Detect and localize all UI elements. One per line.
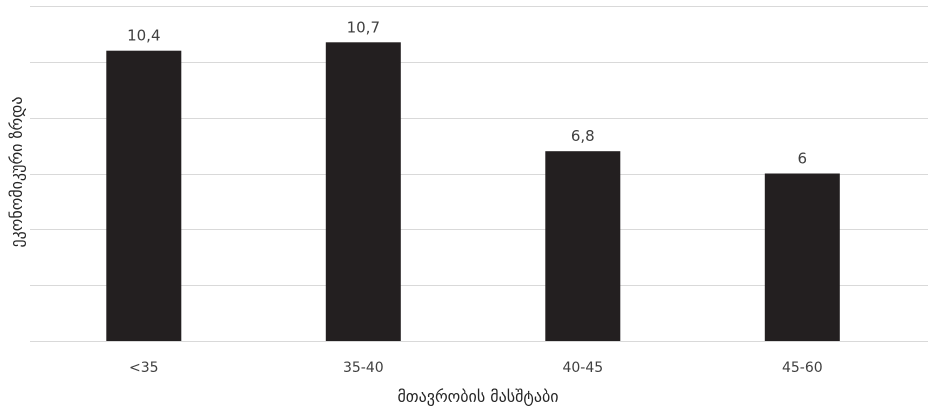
data-labels: 10,4 10,7 6,8 6 [127, 18, 807, 167]
x-axis-ticks: <35 35-40 40-45 45-60 [129, 360, 823, 376]
bars [106, 42, 840, 342]
data-label: 6,8 [571, 127, 595, 145]
x-tick-label: 35-40 [343, 360, 384, 376]
y-axis-title: ეკონომიკური ზრდა [7, 96, 26, 247]
bar-2 [325, 42, 401, 342]
x-axis-title: მთავრობის მასშტაბი [397, 387, 558, 406]
x-tick-label: 40-45 [562, 360, 603, 376]
data-label: 6 [798, 150, 808, 168]
x-tick-label: <35 [129, 360, 159, 376]
data-label: 10,4 [127, 27, 160, 45]
bar-1 [106, 50, 182, 341]
bar-4 [764, 173, 840, 341]
x-tick-label: 45-60 [782, 360, 823, 376]
bar-3 [545, 151, 621, 341]
data-label: 10,7 [347, 18, 380, 36]
